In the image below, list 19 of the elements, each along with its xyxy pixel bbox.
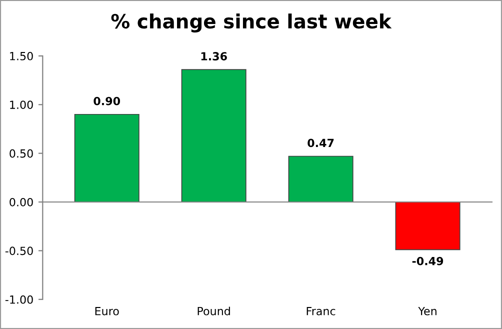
- chart-title: % change since last week: [111, 14, 392, 33]
- data-label: 0.47: [308, 138, 334, 148]
- y-tick-label: 0.00: [10, 198, 33, 206]
- x-tick-label: Yen: [418, 307, 436, 316]
- y-tick-label: 1.50: [10, 52, 33, 60]
- y-tick-label: -1.00: [5, 295, 33, 304]
- data-label: 0.90: [94, 96, 120, 106]
- x-tick-label: Euro: [95, 307, 119, 316]
- x-tick-label: Franc: [306, 307, 336, 316]
- y-tick-label: -0.50: [5, 246, 33, 256]
- bar: [74, 114, 140, 202]
- bar: [395, 202, 460, 250]
- y-tick-label: 1.00: [10, 100, 33, 109]
- bar: [181, 69, 246, 202]
- bar: [288, 156, 354, 202]
- data-label: -0.49: [412, 256, 444, 266]
- x-tick-label: Pound: [198, 306, 230, 316]
- data-label: 1.36: [201, 52, 227, 60]
- y-tick-label: 0.50: [10, 149, 33, 158]
